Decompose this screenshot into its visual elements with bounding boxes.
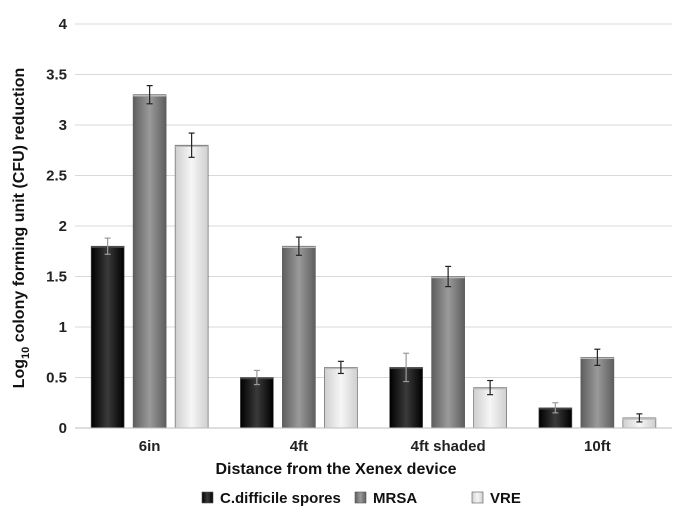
- y-axis-title-subscript: 10: [20, 347, 32, 359]
- y-axis-title-prefix: Log: [11, 359, 28, 388]
- x-tick-label: 10ft: [584, 438, 611, 455]
- legend-swatch: [354, 491, 367, 504]
- bar-vre: [174, 144, 209, 429]
- error-bars: [104, 85, 643, 423]
- y-tick-label: 2.5: [46, 168, 67, 185]
- y-tick-label: 0.5: [46, 370, 67, 387]
- y-tick-label: 4: [59, 16, 68, 33]
- legend-label: C.difficile spores: [220, 490, 341, 507]
- bar-c-difficile-spores: [240, 377, 274, 429]
- y-axis-title: Log10 colony forming unit (CFU) reductio…: [11, 68, 32, 389]
- x-tick-label: 4ft: [290, 438, 308, 455]
- legend-swatch: [471, 491, 484, 504]
- y-tick-label: 1.5: [46, 269, 67, 286]
- y-axis-ticks: 0 0.5 1 1.5 2 2.5 3 3.5 4: [46, 16, 68, 437]
- bars: [90, 94, 657, 429]
- bar-mrsa: [282, 245, 316, 429]
- y-tick-label: 2: [59, 218, 67, 235]
- bar-mrsa: [431, 276, 465, 429]
- y-axis-title-suffix: colony forming unit (CFU) reduction: [11, 68, 28, 347]
- bar-mrsa: [580, 356, 615, 429]
- y-tick-label: 1: [59, 319, 67, 336]
- bar-c-difficile-spores: [90, 245, 125, 429]
- y-tick-label: 3.5: [46, 67, 67, 84]
- bar-mrsa: [132, 94, 167, 429]
- legend-label: VRE: [490, 490, 521, 507]
- legend-swatch: [201, 491, 214, 504]
- x-tick-label: 6in: [139, 438, 161, 455]
- legend-label: MRSA: [373, 490, 417, 507]
- x-tick-label: 4ft shaded: [411, 438, 486, 455]
- y-tick-label: 3: [59, 117, 67, 134]
- x-axis-title: Distance from the Xenex device: [216, 461, 457, 478]
- x-axis-ticks: 6in 4ft 4ft shaded 10ft: [139, 438, 611, 455]
- legend: C.difficile spores MRSA VRE: [201, 490, 521, 507]
- bar-vre: [324, 367, 358, 429]
- gridlines: [75, 23, 672, 378]
- y-tick-label: 0: [59, 420, 67, 437]
